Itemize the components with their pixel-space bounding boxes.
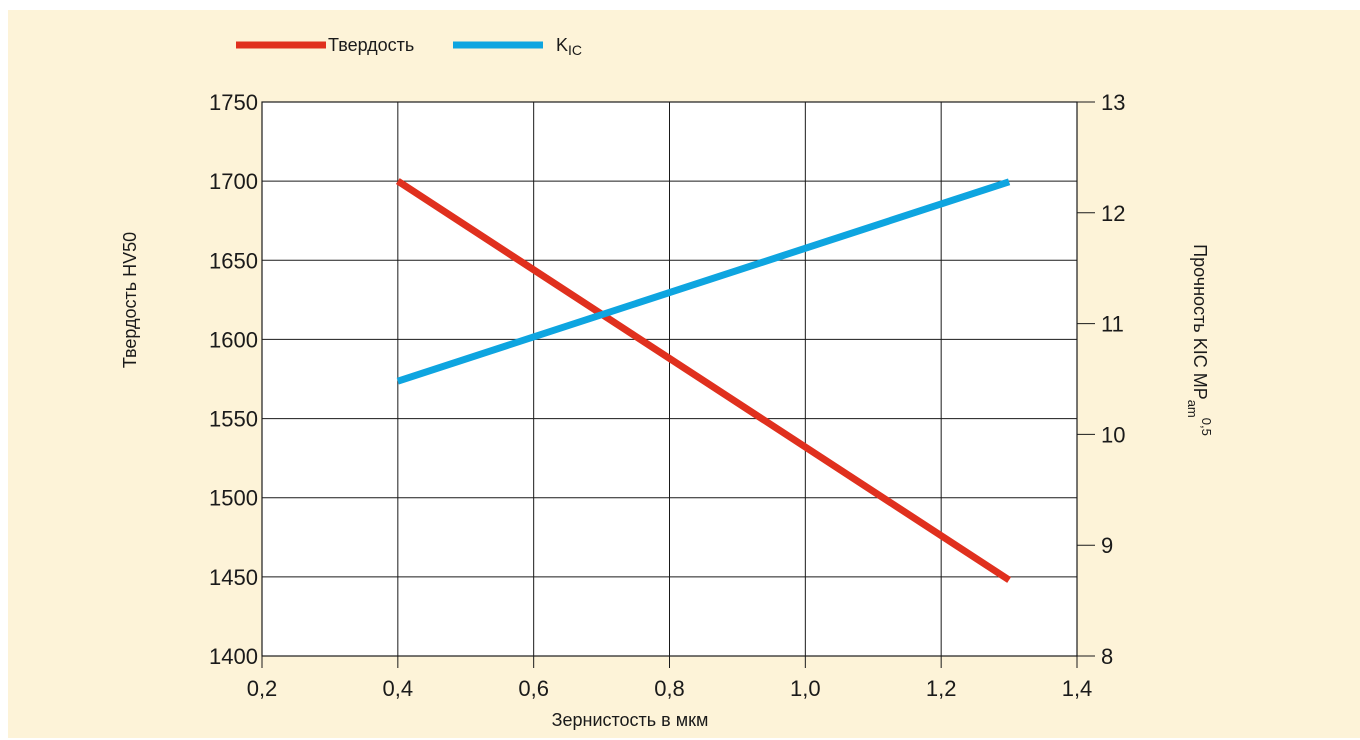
y-left-tick-label: 1550	[209, 407, 258, 432]
y-right-tick-label: 13	[1101, 90, 1125, 115]
chart-svg: 1400 1450 1500 1550 1600 1650 1700 1750 8 9 10 11 12…	[120, 35, 1214, 730]
legend-label-kic-sub: IC	[568, 42, 582, 58]
x-tick-label: 1,0	[790, 676, 821, 701]
legend-label-hardness: Твердость	[328, 35, 414, 55]
y-left-tick-label: 1650	[209, 248, 258, 273]
y-right-tick-label: 11	[1101, 312, 1124, 337]
y-axis-right-title-main: Прочность KIC MP	[1190, 244, 1210, 400]
legend: Твердость KIC	[236, 35, 582, 58]
y-left-tick-label: 1700	[209, 169, 258, 194]
x-tick-label: 0,4	[383, 676, 414, 701]
series-line-hardness	[395, 178, 1012, 583]
y-axis-left-title: Твердость HV50	[120, 232, 140, 368]
y-axis-right-title-sub: am	[1185, 400, 1200, 418]
y-axis-right-title: Прочность KIC MPam0,5	[1185, 244, 1214, 436]
x-tick-label: 1,4	[1062, 676, 1093, 701]
y-right-tick-label: 8	[1101, 644, 1113, 669]
y-right-tick-label: 10	[1101, 422, 1125, 447]
y-left-tick-label: 1450	[209, 565, 258, 590]
y-axis-right-title-sup: 0,5	[1199, 418, 1214, 436]
legend-label-kic-main: K	[556, 35, 568, 55]
chart-panel: 1400 1450 1500 1550 1600 1650 1700 1750 8 9 10 11 12…	[8, 10, 1360, 738]
y-left-tick-label: 1600	[209, 327, 258, 352]
x-tick-label: 0,6	[518, 676, 549, 701]
tick-labels: 1400 1450 1500 1550 1600 1650 1700 1750 8 9 10 11 12…	[209, 90, 1125, 701]
y-left-tick-label: 1400	[209, 644, 258, 669]
x-axis-title: Зернистость в мкм	[552, 710, 709, 730]
y-right-tick-label: 9	[1101, 533, 1113, 558]
x-tick-label: 0,2	[247, 676, 278, 701]
grid	[261, 101, 1095, 668]
plot-frame	[261, 101, 1078, 657]
y-left-tick-label: 1750	[209, 90, 258, 115]
y-left-tick-label: 1500	[209, 486, 258, 511]
x-tick-label: 0,8	[654, 676, 685, 701]
y-right-tick-label: 12	[1101, 201, 1125, 226]
series-line-kic	[396, 178, 1011, 385]
legend-label-kic: KIC	[556, 35, 582, 58]
series-layer	[395, 178, 1012, 583]
x-tick-label: 1,2	[926, 676, 957, 701]
